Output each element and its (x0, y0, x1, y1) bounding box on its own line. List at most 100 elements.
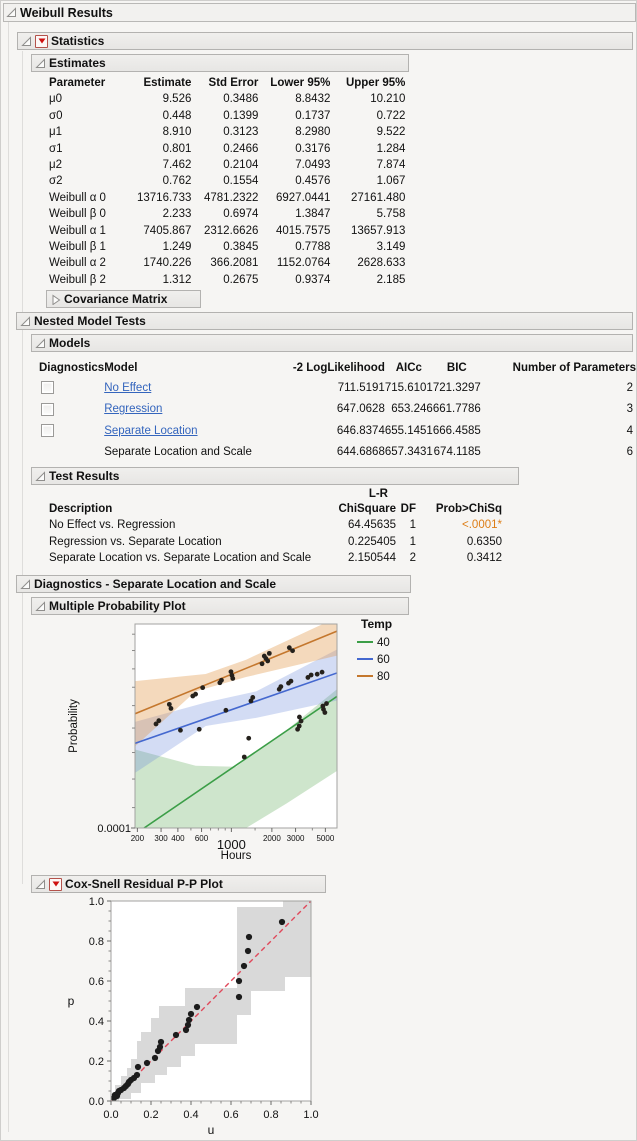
bic-value: 666.4585 (432, 424, 481, 437)
column-header: Description (49, 503, 113, 515)
parameter-name: Weibull α 2 (49, 257, 106, 270)
svg-text:0.8: 0.8 (263, 1109, 278, 1121)
red-triangle-menu-button[interactable] (35, 34, 48, 48)
estimate-value: 10.210 (370, 93, 406, 106)
parameter-name: μ1 (49, 126, 63, 139)
parameter-name: μ2 (49, 159, 63, 172)
bic-value: 661.7786 (432, 403, 481, 416)
estimate-value: 8.2980 (295, 126, 331, 139)
svg-text:5000: 5000 (316, 834, 334, 843)
svg-text:400: 400 (171, 834, 185, 843)
estimates-table-container: Parameter Estimate Std Error Lower 95% Upper… (49, 75, 405, 288)
estimate-value: 0.2675 (223, 273, 259, 286)
cox-snell-header[interactable]: Cox-Snell Residual P-P Plot (31, 875, 326, 893)
neg2loglikelihood-value: 644.6868 (336, 445, 385, 458)
column-header: Upper 95% (345, 77, 406, 89)
table-row: Separate Location vs. Separate Location … (49, 550, 508, 566)
estimate-value: 8.8432 (295, 93, 331, 106)
column-header: Parameter (49, 77, 106, 89)
disclosure-open-icon[interactable] (20, 578, 31, 590)
parameter-name: σ0 (49, 109, 63, 122)
parameter-name: Weibull β 2 (49, 273, 106, 286)
svg-text:Temp: Temp (361, 617, 392, 631)
bic-value: 674.1185 (433, 445, 481, 458)
estimate-value: 7.0493 (295, 159, 331, 172)
models-header[interactable]: Models (31, 334, 633, 352)
chisquare-value: 2.150544 (348, 552, 396, 565)
svg-text:Probability: Probability (68, 699, 80, 753)
table-row: σ2 0.762 0.1554 0.4576 1.067 (49, 173, 405, 189)
column-header: Std Error (208, 77, 259, 89)
aicc-value: 653.246 (391, 403, 433, 416)
diagnostics-checkbox[interactable] (41, 424, 54, 438)
multiple-probability-plot[interactable]: 200 300 400 600 1000 2000 3000 5000 0.0001 Hours P… (57, 616, 437, 862)
nested-model-tests-header[interactable]: Nested Model Tests (16, 312, 633, 330)
test-results-table-container: L-R Description ChiSquare DF Prob>ChiSq No Ef… (49, 488, 508, 567)
pp-plot[interactable]: 0.0 0.2 0.4 0.6 0.8 1.0 0.0 0.2 0.4 0.6 0.8 1.0 u p (41, 894, 341, 1140)
section-title: Statistics (51, 34, 105, 48)
neg2loglikelihood-value: 646.8374 (336, 424, 385, 437)
estimate-value: 0.722 (376, 109, 406, 122)
estimate-value: 0.801 (162, 142, 192, 155)
table-row: Separate Location and Scale 644.6868 657.3… (39, 442, 636, 463)
prob-value: 0.6350 (466, 535, 502, 548)
table-row: Weibull α 1 7405.867 2312.6626 4015.7575 136… (49, 223, 405, 239)
report-title-bar[interactable]: Weibull Results (3, 3, 636, 22)
estimate-value: 1.249 (162, 241, 192, 254)
disclosure-open-icon[interactable] (20, 315, 31, 327)
column-header: AICc (395, 362, 422, 374)
estimate-value: 0.6974 (223, 208, 259, 221)
table-row: μ2 7.462 0.2104 7.0493 7.874 (49, 157, 405, 173)
spacer (416, 488, 508, 501)
disclosure-collapsed-icon[interactable] (50, 294, 61, 305)
estimate-value: 0.3123 (223, 126, 259, 139)
parameter-name: Weibull β 0 (49, 208, 106, 221)
column-header: Number of Parameters (512, 362, 636, 374)
estimate-value: 0.1737 (295, 109, 331, 122)
section-title: Multiple Probability Plot (49, 599, 186, 613)
svg-text:0.2: 0.2 (89, 1056, 104, 1068)
column-header: Lower 95% (270, 77, 331, 89)
diagnostics-header[interactable]: Diagnostics - Separate Location and Scal… (16, 575, 411, 593)
model-link[interactable]: No Effect (104, 382, 152, 394)
diagnostics-checkbox[interactable] (41, 402, 54, 416)
table-row: Weibull β 2 1.312 0.2675 0.9374 2.185 (49, 272, 405, 288)
disclosure-open-icon[interactable] (35, 878, 46, 890)
model-link[interactable]: Regression (104, 403, 163, 416)
table-row: Separate Location 646.8374 655.1451 666.458… (39, 421, 636, 442)
estimates-header[interactable]: Estimates (31, 54, 409, 72)
page-title: Weibull Results (20, 5, 113, 20)
model-link[interactable]: Separate Location (104, 424, 198, 437)
diagnostics-checkbox[interactable] (41, 381, 54, 395)
estimate-value: 13716.733 (137, 191, 192, 204)
estimate-value: 13657.913 (351, 224, 406, 237)
test-results-header[interactable]: Test Results (31, 467, 519, 485)
estimate-value: 4781.2322 (204, 191, 259, 204)
diagnostics-cell (39, 378, 104, 399)
estimate-value: 0.1399 (223, 109, 259, 122)
disclosure-open-icon[interactable] (35, 57, 46, 69)
table-row: Weibull α 2 1740.226 366.2081 1152.0764 2628… (49, 255, 405, 271)
disclosure-open-icon[interactable] (35, 470, 46, 482)
red-triangle-icon (38, 38, 45, 44)
statistics-header[interactable]: Statistics (17, 32, 633, 50)
svg-text:300: 300 (154, 834, 168, 843)
covariance-matrix-header[interactable]: Covariance Matrix (46, 290, 201, 308)
column-header: Model (104, 362, 138, 374)
header-row: Parameter Estimate Std Error Lower 95% Upper… (49, 75, 405, 91)
probability-plot-header[interactable]: Multiple Probability Plot (31, 597, 409, 615)
disclosure-open-icon[interactable] (21, 35, 32, 47)
disclosure-open-icon[interactable] (35, 337, 46, 349)
table-row: μ1 8.910 0.3123 8.2980 9.522 (49, 124, 405, 140)
estimate-value: 0.2104 (223, 159, 259, 172)
red-triangle-menu-button[interactable] (49, 877, 62, 891)
table-row: No Effect vs. Regression 64.45635 1 <.0001* (49, 517, 508, 533)
aicc-value: 655.1451 (384, 424, 433, 437)
table-row: Regression vs. Separate Location 0.225405… (49, 534, 508, 550)
disclosure-open-icon[interactable] (35, 600, 46, 612)
estimate-value: 1152.0764 (276, 257, 331, 270)
models-table-container: Diagnostics Model -2 LogLikelihood AICc BIC N… (39, 358, 636, 463)
table-row: No Effect 711.5191 715.6101 721.3297 2 (39, 378, 636, 399)
disclosure-open-icon[interactable] (6, 7, 17, 18)
section-title: Nested Model Tests (34, 314, 146, 328)
